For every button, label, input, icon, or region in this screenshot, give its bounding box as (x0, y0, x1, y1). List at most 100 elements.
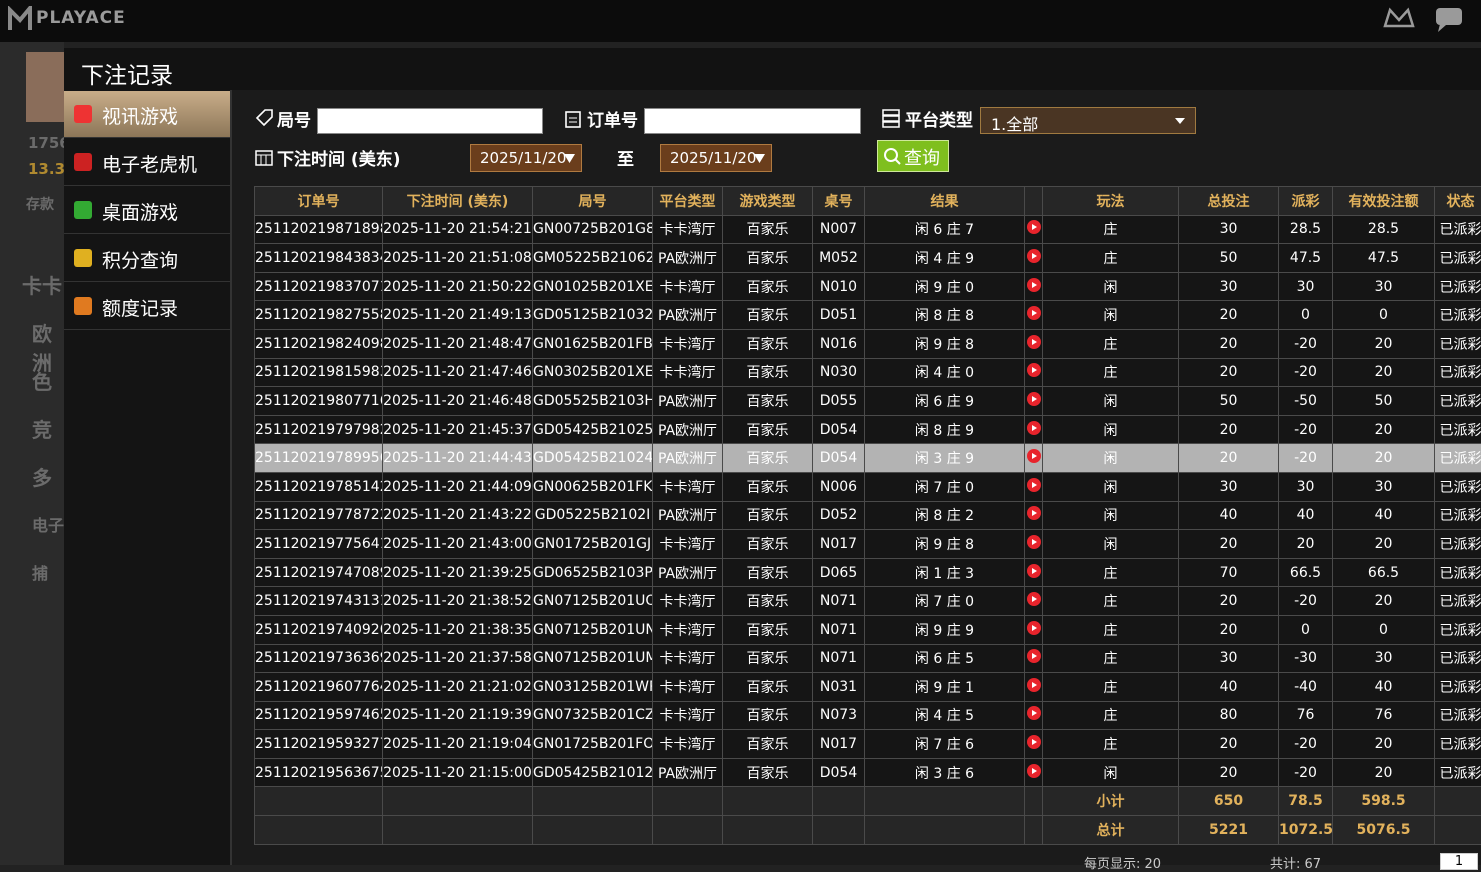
menu-label: 积分查询 (102, 246, 178, 273)
table-cell: 0 (1279, 301, 1333, 330)
play-icon[interactable] (1027, 764, 1041, 778)
table-cell: 闲 4 庄 0 (865, 358, 1025, 387)
header-cell: 玩法 (1043, 187, 1179, 216)
table-cell: 庄 (1043, 215, 1179, 244)
table-cell: GD05425B21024 (533, 444, 653, 473)
table-cell: M052 (813, 244, 865, 273)
table-cell: 2025-11-20 21:44:43 (383, 444, 533, 473)
date-from[interactable]: 2025/11/20 (470, 144, 582, 172)
video-cell (1025, 701, 1043, 730)
table-cell: 已派彩 (1435, 244, 1481, 273)
total-cell: 5221 (1179, 816, 1279, 845)
dialog-title-bar: 下注记录 (64, 48, 1481, 90)
table-cell: N073 (813, 701, 865, 730)
table-cell: 百家乐 (723, 472, 813, 501)
play-icon[interactable] (1027, 506, 1041, 520)
order-input[interactable] (644, 108, 861, 134)
table-cell: 已派彩 (1435, 530, 1481, 559)
play-icon[interactable] (1027, 278, 1041, 292)
empty-cell (813, 787, 865, 816)
dialog-title: 下注记录 (81, 56, 173, 90)
search-button[interactable]: 查询 (877, 140, 949, 172)
play-icon[interactable] (1027, 621, 1041, 635)
table-cell: 2025-11-20 21:54:21 (383, 215, 533, 244)
page-number[interactable]: 1 (1440, 853, 1478, 870)
play-icon[interactable] (1027, 592, 1041, 606)
play-icon[interactable] (1027, 449, 1041, 463)
play-icon[interactable] (1027, 335, 1041, 349)
total-cell: 5076.5 (1333, 816, 1435, 845)
menu-item[interactable]: 桌面游戏 (64, 187, 230, 234)
table-cell: -20 (1279, 730, 1333, 759)
play-icon[interactable] (1027, 535, 1041, 549)
table-cell: 已派彩 (1435, 758, 1481, 787)
menu-item[interactable]: 额度记录 (64, 283, 230, 330)
play-icon[interactable] (1027, 249, 1041, 263)
table-cell: N016 (813, 329, 865, 358)
play-icon[interactable] (1027, 649, 1041, 663)
table-cell: 卡卡湾厅 (653, 701, 723, 730)
table-cell: 251120219563675 (255, 758, 383, 787)
table-cell: 百家乐 (723, 415, 813, 444)
header-cell: 游戏类型 (723, 187, 813, 216)
menu-item[interactable]: 视讯游戏 (64, 91, 230, 138)
menu-item[interactable]: 积分查询 (64, 235, 230, 282)
table-cell: 30 (1333, 644, 1435, 673)
table-cell: GN07125B201UO (533, 587, 653, 616)
table-cell: GN01625B201FB (533, 329, 653, 358)
chat-icon[interactable] (1432, 4, 1466, 34)
video-cell (1025, 501, 1043, 530)
play-icon[interactable] (1027, 421, 1041, 435)
date-to[interactable]: 2025/11/20 (660, 144, 772, 172)
play-icon[interactable] (1027, 735, 1041, 749)
background-text: 捕 (32, 560, 48, 584)
table-cell: 卡卡湾厅 (653, 587, 723, 616)
table-cell: N017 (813, 530, 865, 559)
table-cell: N071 (813, 644, 865, 673)
round-input[interactable] (317, 108, 543, 134)
play-icon[interactable] (1027, 478, 1041, 492)
subtotal-cell: 78.5 (1279, 787, 1333, 816)
table-cell: 已派彩 (1435, 701, 1481, 730)
subtotal-cell: 小计 (1043, 787, 1179, 816)
play-icon[interactable] (1027, 706, 1041, 720)
table-cell: 闲 (1043, 758, 1179, 787)
play-icon[interactable] (1027, 678, 1041, 692)
play-icon[interactable] (1027, 564, 1041, 578)
play-icon[interactable] (1027, 220, 1041, 234)
video-cell (1025, 673, 1043, 702)
menu-item[interactable]: 电子老虎机 (64, 139, 230, 186)
table-cell: 百家乐 (723, 558, 813, 587)
play-icon[interactable] (1027, 306, 1041, 320)
table-cell: 已派彩 (1435, 444, 1481, 473)
platform-select[interactable]: 1.全部 (980, 107, 1196, 134)
vip-icon[interactable] (1382, 4, 1416, 34)
play-icon[interactable] (1027, 363, 1041, 377)
table-cell: 庄 (1043, 730, 1179, 759)
background-text: 多 (32, 462, 52, 491)
table-cell: 庄 (1043, 701, 1179, 730)
play-icon[interactable] (1027, 392, 1041, 406)
table-cell: 251120219778722 (255, 501, 383, 530)
table-cell: D051 (813, 301, 865, 330)
